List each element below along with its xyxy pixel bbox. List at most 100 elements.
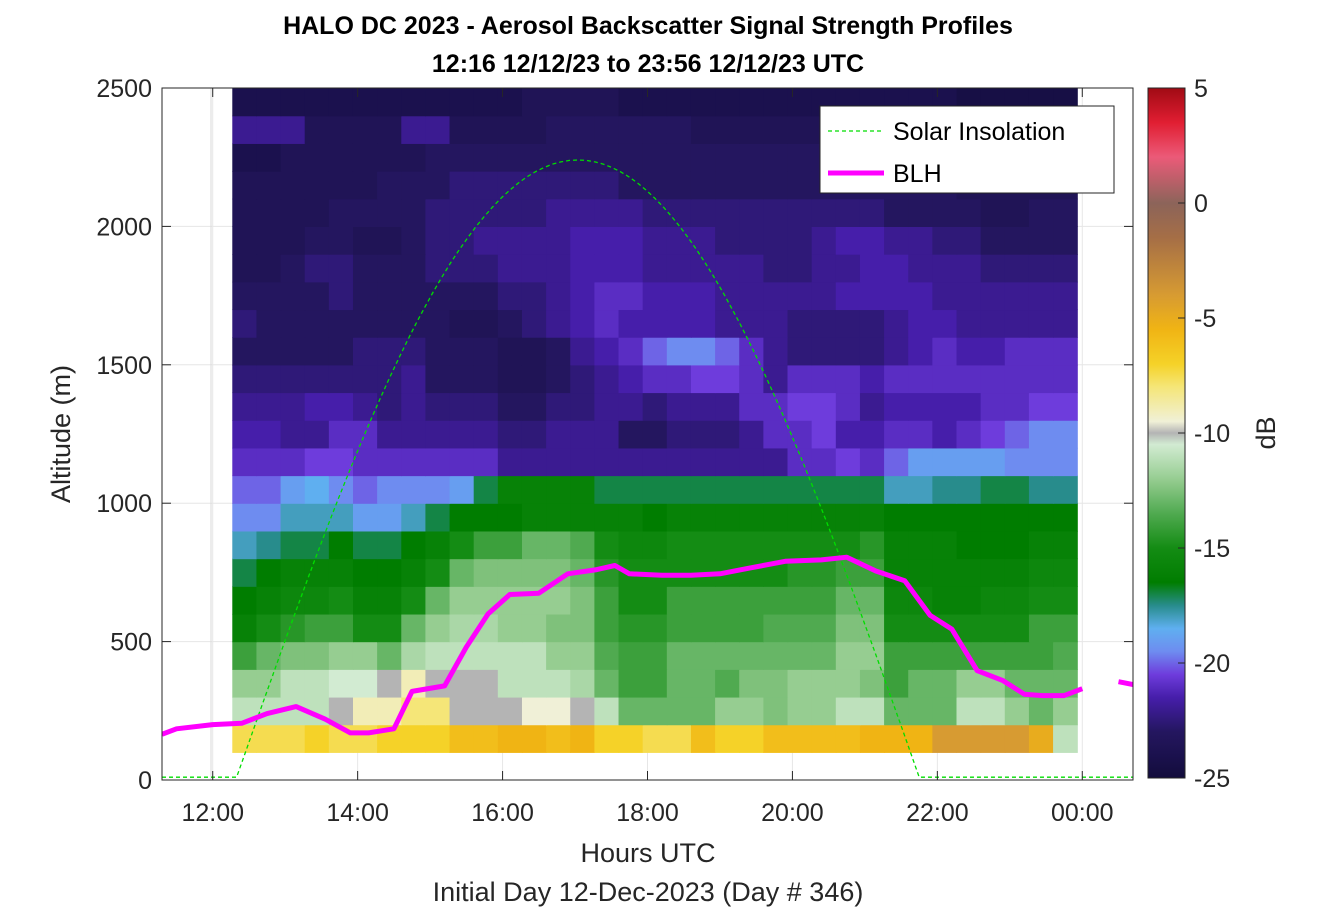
heatmap-cell — [811, 226, 837, 255]
heatmap-cell — [352, 641, 378, 670]
heatmap-cell — [908, 503, 933, 532]
heatmap-cell — [328, 171, 354, 200]
heatmap-cell — [666, 696, 692, 726]
heatmap-cell — [497, 558, 523, 587]
heatmap-cell — [1028, 475, 1054, 504]
heatmap-cell — [715, 724, 740, 753]
heatmap-cell — [401, 613, 427, 643]
heatmap-cell — [787, 392, 813, 421]
heatmap-cell — [1053, 337, 1078, 366]
heatmap-cell — [280, 281, 306, 311]
heatmap-cell — [377, 613, 402, 643]
heatmap-cell — [908, 392, 933, 421]
heatmap-cell — [690, 254, 716, 283]
heatmap-cell — [594, 669, 620, 698]
heatmap-cell — [859, 420, 885, 449]
heatmap-cell — [1004, 309, 1030, 338]
heatmap-cell — [956, 475, 982, 504]
heatmap-cell — [232, 143, 258, 172]
heatmap-cell — [256, 475, 282, 504]
legend-blh-label: BLH — [893, 160, 942, 188]
heatmap-cell — [690, 198, 716, 227]
heatmap-cell — [1004, 641, 1030, 670]
colorbar-tick-label: -20 — [1194, 650, 1230, 678]
heatmap-cell — [401, 503, 427, 532]
heatmap-cell — [570, 696, 595, 726]
heatmap-cell — [690, 724, 716, 753]
heatmap-cell — [497, 724, 523, 753]
heatmap-cell — [304, 669, 330, 698]
heatmap-cell — [739, 254, 764, 283]
heatmap-cell — [932, 724, 958, 753]
heatmap-cell — [377, 586, 402, 615]
heatmap-cell — [642, 364, 668, 394]
heatmap-cell — [642, 530, 668, 560]
heatmap-cell — [787, 724, 813, 753]
heatmap-cell — [377, 281, 402, 311]
heatmap-cell — [908, 364, 933, 394]
heatmap-cell — [739, 88, 764, 117]
heatmap-cell — [401, 447, 427, 477]
heatmap-cell — [739, 669, 764, 698]
heatmap-cell — [787, 226, 813, 255]
heatmap-cell — [690, 420, 716, 449]
heatmap-cell — [473, 696, 499, 726]
heatmap-cell — [811, 558, 837, 587]
heatmap-cell — [570, 420, 595, 449]
heatmap-cell — [425, 475, 451, 504]
heatmap-cell — [401, 558, 427, 587]
heatmap-cell — [763, 392, 789, 421]
heatmap-cell — [811, 281, 837, 311]
heatmap-cell — [763, 724, 789, 753]
heatmap-cell — [546, 337, 571, 366]
heatmap-cell — [859, 337, 885, 366]
heatmap-cell — [570, 337, 595, 366]
heatmap-cell — [908, 669, 933, 698]
heatmap-cell — [521, 392, 547, 421]
heatmap-cell — [328, 198, 354, 227]
heatmap-cell — [352, 281, 378, 311]
heatmap-cell — [256, 198, 282, 227]
heatmap-cell — [473, 558, 499, 587]
heatmap-cell — [1004, 558, 1030, 587]
blh-line-continuation — [1118, 679, 1133, 687]
heatmap-cell — [546, 88, 571, 117]
colorbar-tick-label: -5 — [1194, 305, 1216, 333]
heatmap-cell — [884, 696, 909, 726]
colorbar-label: dB — [1251, 416, 1281, 449]
heatmap-cell — [280, 558, 306, 587]
heatmap-cell — [642, 475, 668, 504]
heatmap-cell — [473, 115, 499, 144]
heatmap-cell — [690, 171, 716, 200]
heatmap-cell — [256, 309, 282, 338]
heatmap-cell — [787, 669, 813, 698]
heatmap-cell — [908, 281, 933, 311]
heatmap-cell — [473, 309, 499, 338]
heatmap-cell — [980, 586, 1006, 615]
heatmap-cell — [884, 475, 909, 504]
heatmap-cell — [956, 530, 982, 560]
heatmap-cell — [1053, 503, 1078, 532]
x-tick-label: 18:00 — [616, 799, 679, 827]
heatmap-cell — [497, 198, 523, 227]
heatmap-cell — [859, 198, 885, 227]
heatmap-cell — [377, 392, 402, 421]
heatmap-cell — [763, 475, 789, 504]
heatmap-cell — [280, 198, 306, 227]
heatmap-cell — [932, 503, 958, 532]
heatmap-cell — [787, 641, 813, 670]
heatmap-cell — [884, 392, 909, 421]
heatmap-cell — [328, 226, 354, 255]
heatmap-cell — [425, 586, 451, 615]
heatmap-cell — [932, 420, 958, 449]
heatmap-cell — [304, 447, 330, 477]
heatmap-cell — [666, 364, 692, 394]
heatmap-cell — [352, 226, 378, 255]
heatmap-cell — [352, 171, 378, 200]
heatmap-cell — [232, 198, 258, 227]
heatmap-cell — [690, 586, 716, 615]
heatmap-cell — [666, 503, 692, 532]
heatmap-cell — [859, 254, 885, 283]
heatmap-cell — [521, 88, 547, 117]
heatmap-cell — [521, 254, 547, 283]
